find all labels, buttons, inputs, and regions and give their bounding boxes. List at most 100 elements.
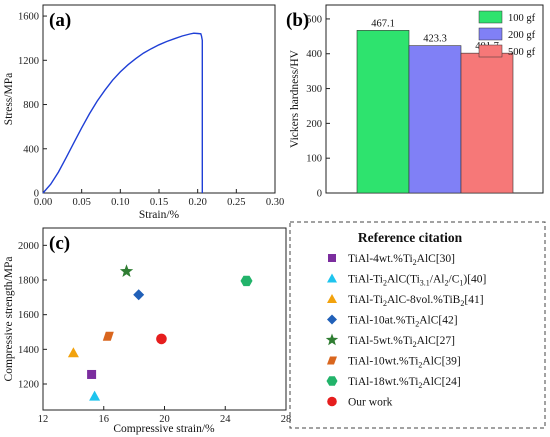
- stress-strain-curve: [42, 32, 203, 194]
- legend-marker: [327, 273, 337, 283]
- legend-subscript: 2: [445, 279, 449, 288]
- panel-b-label: (b): [286, 10, 309, 31]
- legend-subscript: 2: [418, 381, 422, 390]
- legend-entry-label: 100 gf: [508, 13, 536, 24]
- data-point: [102, 331, 114, 341]
- legend-subscript: 1: [459, 279, 463, 288]
- legend-text: TiAl-4wt.%Ti: [348, 253, 413, 265]
- panel-c-x-tick-label: 28: [281, 414, 292, 425]
- panel-a-y-tick-label: 400: [23, 144, 39, 155]
- legend-entry-label: 500 gf: [508, 47, 536, 58]
- legend-swatch: [478, 44, 503, 58]
- legend-entry-label: 200 gf: [508, 30, 536, 41]
- legend-text: /Al: [430, 274, 445, 286]
- legend-subscript: 2: [383, 279, 387, 288]
- legend-entry-label: Our work: [348, 397, 393, 409]
- data-point: [240, 275, 253, 287]
- legend-entry-label: TiAl-Ti2AlC(Ti3.1/Al2/C1)[40]: [348, 274, 486, 288]
- legend-text: Our work: [348, 397, 393, 409]
- legend-text: TiAl-Ti: [348, 274, 383, 286]
- panel-c-x-tick-label: 16: [99, 414, 110, 425]
- panel-a-plot-area: [42, 4, 276, 194]
- hardness-bar: [408, 45, 462, 194]
- panel-a-x-tick-label: 0.30: [266, 197, 284, 208]
- legend-text: )[40]: [463, 274, 486, 286]
- panel-c-y-tick-label: 1200: [18, 380, 39, 391]
- panel-a-stress-strain-chart: (a) 0.00 0.05 0.10 0.15 0.20 0.25 0.30 0 400 800 1…: [3, 4, 284, 221]
- legend-entry-label: TiAl-10at.%Ti2AlC[42]: [348, 315, 458, 329]
- legend-swatch: [478, 27, 503, 41]
- data-point: [87, 369, 97, 379]
- panel-a-y-tick-label: 800: [23, 100, 39, 111]
- panel-a-y-tick-label: 0: [34, 189, 39, 200]
- panel-c-y-axis-label: Compressive strength/MPa: [3, 257, 15, 382]
- panel-c-y-tick-label: 2000: [18, 241, 39, 252]
- legend-subscript: 2: [383, 299, 387, 308]
- panel-a-y-tick-label: 1200: [18, 56, 39, 67]
- legend-marker: [327, 356, 337, 365]
- legend-marker: [328, 254, 336, 262]
- legend-text: TiAl-Ti: [348, 294, 383, 306]
- legend-marker: [326, 376, 338, 386]
- legend-text: TiAl-5wt.%Ti: [348, 335, 413, 347]
- panel-c-x-tick-label: 12: [38, 414, 49, 425]
- legend-marker: [327, 314, 337, 325]
- data-point: [156, 333, 167, 345]
- legend-entry-label: TiAl-18wt.%Ti2AlC[24]: [348, 376, 461, 390]
- panel-b-y-tick-label: 100: [306, 154, 322, 165]
- panel-b-y-tick-label: 400: [306, 49, 322, 60]
- legend-subscript: 2: [415, 320, 419, 329]
- panel-b-y-tick-label: 300: [306, 84, 322, 95]
- data-point: [119, 264, 134, 277]
- legend-text: TiAl-10at.%Ti: [348, 315, 415, 327]
- panel-a-x-tick-label: 0.00: [34, 197, 52, 208]
- panel-a-x-tick-label: 0.25: [227, 197, 245, 208]
- legend-subscript: 2: [460, 299, 464, 308]
- legend-entry-label: TiAl-10wt.%Ti2AlC[39]: [348, 356, 461, 370]
- legend-text: /C: [449, 274, 460, 286]
- panel-c-label: (c): [49, 233, 70, 254]
- legend-marker: [327, 396, 337, 407]
- legend-subscript: 2: [413, 340, 417, 349]
- legend-subscript: 3.1: [420, 279, 430, 288]
- legend-subscript: 2: [413, 258, 417, 267]
- panel-b-y-tick-label: 200: [306, 119, 322, 130]
- panel-b-y-tick-label: 0: [317, 189, 322, 200]
- reference-legend-box: [289, 221, 546, 429]
- hardness-bar: [460, 52, 514, 194]
- legend-text: AlC-8vol.%TiB: [387, 294, 461, 306]
- legend-entry-label: TiAl-5wt.%Ti2AlC[27]: [348, 335, 455, 349]
- panel-c-plot-area: [42, 227, 287, 411]
- panel-a-y-tick-label: 1600: [18, 12, 39, 23]
- legend-text: TiAl-18wt.%Ti: [348, 376, 418, 388]
- hardness-bar-value-label: 423.3: [423, 34, 447, 45]
- legend-text: AlC[30]: [417, 253, 455, 265]
- panel-c-y-tick-label: 1800: [18, 276, 39, 287]
- hardness-bar: [356, 30, 410, 194]
- panel-c-y-tick-label: 1600: [18, 310, 39, 321]
- panel-a-x-tick-label: 0.15: [150, 197, 168, 208]
- data-point: [133, 289, 145, 301]
- panel-c-x-axis-label: Compressive strain/%: [113, 423, 215, 435]
- panel-a-x-tick-label: 0.05: [72, 197, 90, 208]
- legend-entry-label: TiAl-4wt.%Ti2AlC[30]: [348, 253, 455, 267]
- legend-text: TiAl-10wt.%Ti: [348, 356, 418, 368]
- panel-c-x-tick-label: 20: [159, 414, 170, 425]
- reference-legend-title: Reference citation: [358, 230, 463, 245]
- legend-marker: [327, 294, 337, 303]
- legend-subscript: 2: [418, 361, 422, 370]
- data-point: [89, 390, 101, 401]
- panel-a-label: (a): [49, 10, 71, 31]
- panel-c-x-tick-label: 24: [220, 414, 231, 425]
- panel-a-x-tick-label: 0.20: [188, 197, 206, 208]
- legend-text: AlC[39]: [422, 356, 460, 368]
- legend-entry-label: TiAl-Ti2AlC-8vol.%TiB2[41]: [348, 294, 484, 308]
- legend-swatch: [478, 10, 503, 24]
- panel-c-y-tick-label: 1400: [18, 345, 39, 356]
- legend-text: AlC[27]: [417, 335, 455, 347]
- legend-marker: [325, 333, 339, 346]
- data-point: [67, 347, 79, 358]
